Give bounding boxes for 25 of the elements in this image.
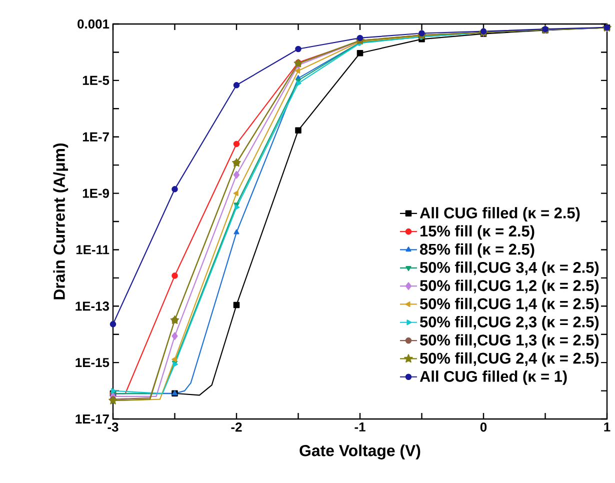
x-tick-label: -2 (231, 422, 242, 432)
y-tick-label: 1E-13 (76, 302, 110, 311)
legend-label: 50% fill,CUG 2,3 (κ = 2.5) (420, 316, 599, 330)
x-axis-title: Gate Voltage (V) (300, 444, 420, 460)
x-tick-label: -3 (108, 422, 118, 432)
y-tick-label: 0.001 (78, 19, 110, 29)
y-tick-label: 1E-7 (82, 132, 109, 142)
y-tick-label: 1E-5 (82, 76, 110, 85)
legend-label: 50% fill,CUG 2,4 (κ = 2.5) (420, 352, 599, 367)
legend-label: 50% fill,CUG 1,2 (κ = 2.5) (420, 280, 599, 294)
legend-label: 50% fill,CUG 3,4 (κ = 2.5) (420, 262, 599, 276)
y-tick-label: 1E-17 (76, 414, 109, 424)
legend-label: 50% fill,CUG 1,3 (κ = 2.5) (420, 334, 599, 349)
legend-label: 15% fill (κ = 2.5) (420, 225, 534, 240)
y-tick-label: 1E-15 (76, 358, 110, 368)
legend-label: 50% fill,CUG 1,4 (κ = 2.5) (420, 298, 599, 312)
legend-label: All CUG filled (κ = 2.5) (420, 207, 580, 222)
legend-label: All CUG filled (κ = 1) (420, 370, 567, 385)
y-tick-label: 1E-11 (76, 245, 110, 254)
y-axis-title: Drain Current (A/μm) (53, 143, 68, 300)
x-tick-label: -1 (354, 422, 366, 432)
x-tick-label: 0 (480, 422, 487, 432)
x-tick-label: 1 (604, 422, 610, 432)
legend-label: 85% fill (κ = 2.5) (420, 243, 534, 258)
y-tick-label: 1E-9 (82, 188, 109, 198)
